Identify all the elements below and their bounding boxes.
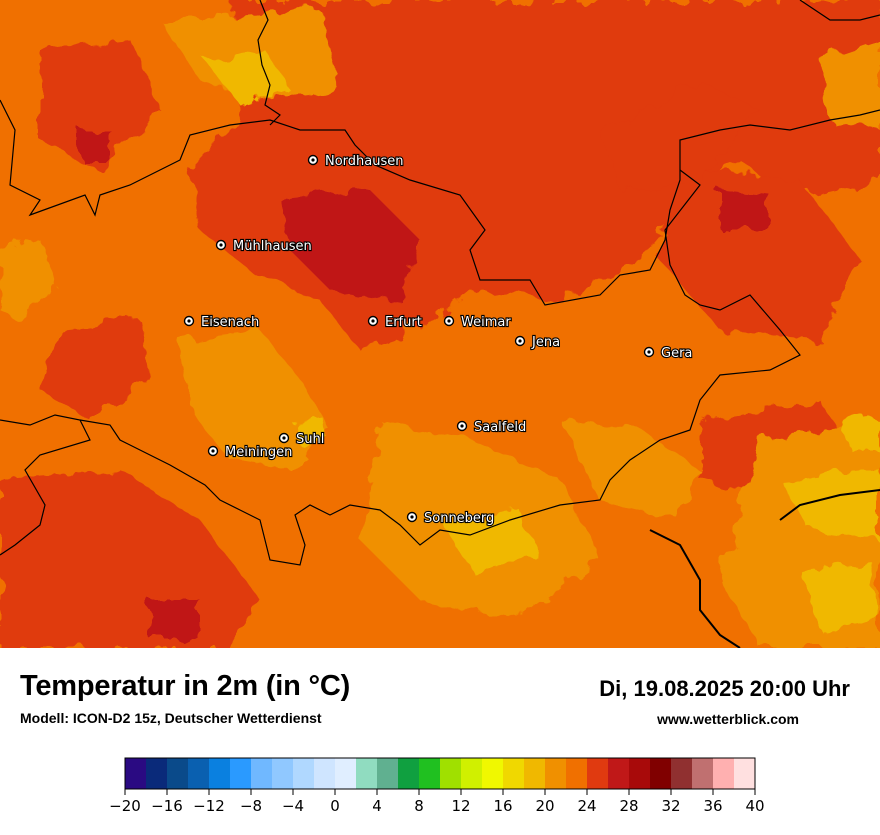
city-dot-center xyxy=(371,319,375,323)
legend-tick-label: 40 xyxy=(745,797,764,815)
legend-tick-label: 28 xyxy=(619,797,638,815)
city-marker: Erfurt xyxy=(367,314,423,331)
city-dot-center xyxy=(410,515,414,519)
legend-tick-label: 36 xyxy=(703,797,722,815)
legend-color-step xyxy=(461,758,483,789)
legend-color-step xyxy=(482,758,504,789)
legend-color-step xyxy=(293,758,315,789)
legend-color-step xyxy=(188,758,210,789)
city-dot-center xyxy=(460,424,464,428)
legend-color-step xyxy=(146,758,168,789)
legend-color-step xyxy=(230,758,252,789)
city-dot-center xyxy=(311,158,315,162)
region-borders xyxy=(0,0,880,566)
legend-tick-label: 24 xyxy=(577,797,596,815)
city-marker: Meiningen xyxy=(207,444,294,461)
website-link[interactable]: www.wetterblick.com xyxy=(657,711,799,727)
legend-tick-label: 32 xyxy=(661,797,680,815)
legend-color-step xyxy=(734,758,756,789)
city-dot-center xyxy=(282,436,286,440)
legend-colorbar: −20 −16 −12 −8 −4 0 4 8 12 16 20 24 28 32 36 40 xyxy=(109,757,765,815)
city-label: Mühlhausen xyxy=(233,239,312,254)
city-label: Sonneberg xyxy=(424,511,494,526)
city-label: Nordhausen xyxy=(325,154,404,169)
legend-tick-label: 12 xyxy=(451,797,470,815)
national-border xyxy=(649,529,741,648)
legend-color-step xyxy=(566,758,588,789)
legend-tick-label: 0 xyxy=(330,797,340,815)
legend-color-step xyxy=(629,758,651,789)
legend-color-step xyxy=(671,758,693,789)
legend-color-step xyxy=(125,758,147,789)
city-dot-center xyxy=(219,243,223,247)
legend-color-step xyxy=(314,758,336,789)
city-label: Eisenach xyxy=(201,315,259,330)
temperature-map: Nordhausen Mühlhausen Eisenach Erfurt Weimar… xyxy=(0,0,880,648)
legend-tick-label: −20 xyxy=(109,797,141,815)
legend-color-step xyxy=(377,758,399,789)
city-marker: Mühlhausen xyxy=(215,238,313,255)
city-dot-center xyxy=(211,449,215,453)
legend-frame xyxy=(124,757,756,790)
legend-color-step xyxy=(503,758,525,789)
city-label: Saalfeld xyxy=(474,420,526,435)
city-label: Erfurt xyxy=(385,315,422,330)
city-marker: Eisenach xyxy=(183,314,260,331)
city-marker: Jena xyxy=(514,334,561,351)
city-label: Suhl xyxy=(296,432,324,447)
legend-color-step xyxy=(545,758,567,789)
model-source: Modell: ICON-D2 15z, Deutscher Wetterdie… xyxy=(20,710,322,726)
city-dot-center xyxy=(518,339,522,343)
legend-color-step xyxy=(209,758,231,789)
legend-color-step xyxy=(713,758,735,789)
city-label: Weimar xyxy=(461,315,511,330)
legend-tick-label: 16 xyxy=(493,797,512,815)
legend-tick-label: 8 xyxy=(414,797,424,815)
city-marker: Gera xyxy=(643,345,693,362)
legend-color-step xyxy=(167,758,189,789)
city-dot-center xyxy=(187,319,191,323)
city-marker: Nordhausen xyxy=(307,153,405,170)
legend-tick-label: 4 xyxy=(372,797,382,815)
city-marker: Sonneberg xyxy=(406,510,495,527)
national-border-east xyxy=(779,489,880,521)
legend-color-step xyxy=(692,758,714,789)
legend-tick-label: −8 xyxy=(240,797,262,815)
map-canvas: Nordhausen Mühlhausen Eisenach Erfurt Weimar… xyxy=(0,0,880,648)
legend-color-step xyxy=(650,758,672,789)
legend-tick-label: −16 xyxy=(151,797,183,815)
legend-color-step xyxy=(440,758,462,789)
legend-tick-label: −12 xyxy=(193,797,225,815)
legend-tick-label: 20 xyxy=(535,797,554,815)
temperature-field-regions xyxy=(0,0,880,648)
legend-color-step xyxy=(419,758,441,789)
legend-color-step xyxy=(251,758,273,789)
city-label: Gera xyxy=(661,346,692,361)
city-marker: Saalfeld xyxy=(456,419,527,436)
city-dot-center xyxy=(647,350,651,354)
color-legend: −20 −16 −12 −8 −4 0 4 8 12 16 20 24 28 32 36 40 xyxy=(0,748,880,830)
forecast-datetime: Di, 19.08.2025 20:00 Uhr xyxy=(599,676,850,701)
city-label: Meiningen xyxy=(225,445,292,460)
legend-tick-label: −4 xyxy=(282,797,304,815)
city-marker: Suhl xyxy=(278,431,325,448)
legend-color-step xyxy=(272,758,294,789)
map-title: Temperatur in 2m (in °C) xyxy=(20,670,351,702)
legend-color-step xyxy=(524,758,546,789)
city-markers: Nordhausen Mühlhausen Eisenach Erfurt Weimar… xyxy=(183,153,693,527)
legend-color-step xyxy=(356,758,378,789)
legend-color-step xyxy=(335,758,357,789)
city-dot-center xyxy=(447,319,451,323)
city-label: Jena xyxy=(531,335,560,350)
legend-color-step xyxy=(608,758,630,789)
legend-color-step xyxy=(587,758,609,789)
city-marker: Weimar xyxy=(443,314,512,331)
legend-color-step xyxy=(398,758,420,789)
